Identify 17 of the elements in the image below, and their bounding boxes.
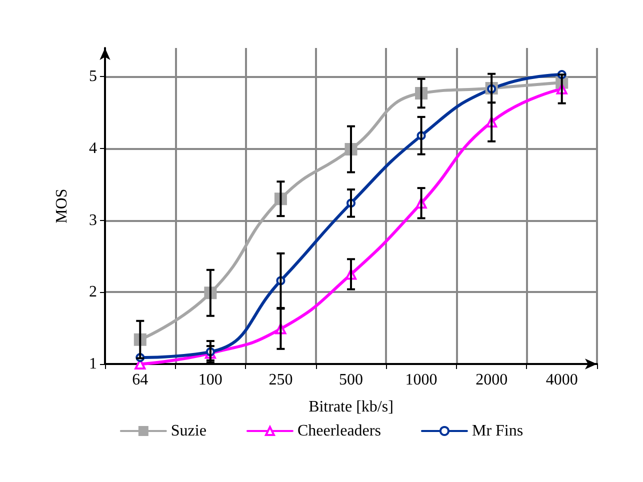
x-tick-label: 1000 (405, 372, 438, 388)
legend-label: Cheerleaders (297, 422, 381, 440)
y-axis-title: MOS (54, 188, 70, 224)
y-tick-label: 2 (89, 284, 97, 301)
y-tick-label: 3 (89, 212, 97, 229)
x-tick-label: 500 (339, 372, 363, 388)
x-tick-label: 64 (132, 372, 148, 388)
x-tick-label: 100 (198, 372, 222, 388)
x-tick-label: 2000 (476, 372, 508, 388)
x-tick-label: 250 (268, 372, 293, 388)
y-tick-label: 4 (89, 140, 97, 158)
legend-label: Suzie (170, 422, 206, 440)
x-axis-title: Bitrate [kb/s] (308, 398, 394, 416)
x-tick-label: 4000 (546, 372, 578, 388)
legend-label: Mr Fins (472, 422, 524, 440)
y-tick-label: 1 (89, 356, 97, 372)
y-tick-label: 5 (89, 68, 97, 86)
